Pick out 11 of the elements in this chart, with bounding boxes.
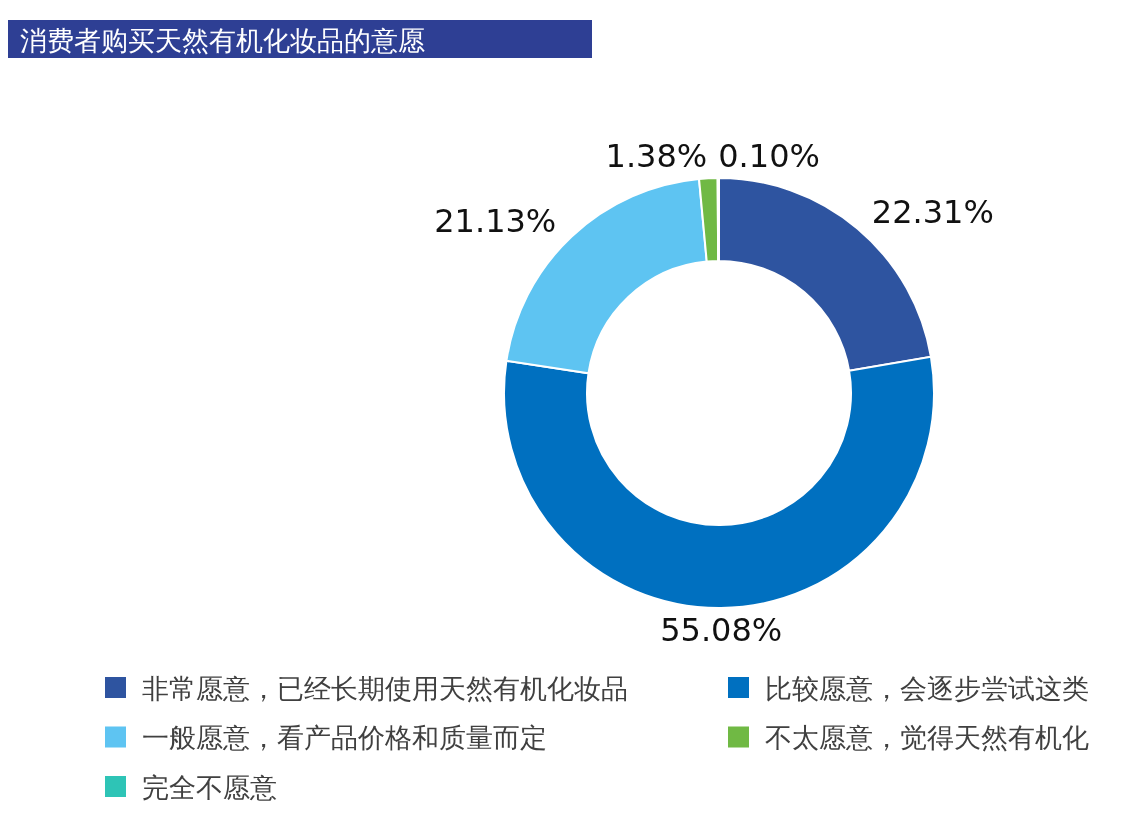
legend-label: 完全不愿意 [142, 771, 277, 803]
chart-title: 消费者购买天然有机化妆品的意愿 [20, 24, 425, 56]
data-label: 0.10% [718, 137, 820, 175]
data-label: 21.13% [434, 201, 557, 240]
legend-label: 一般愿意，看产品价格和质量而定 [142, 722, 547, 753]
legend-label: 非常愿意，已经长期使用天然有机化妆品 [142, 672, 628, 704]
data-label: 1.38% [605, 137, 708, 176]
data-label: 55.08% [660, 610, 783, 649]
legend-label: 比较愿意，会逐步尝试这类 [765, 672, 1089, 704]
legend-label: 不太愿意，觉得天然有机化 [765, 722, 1089, 753]
data-label: 22.31% [871, 192, 994, 231]
